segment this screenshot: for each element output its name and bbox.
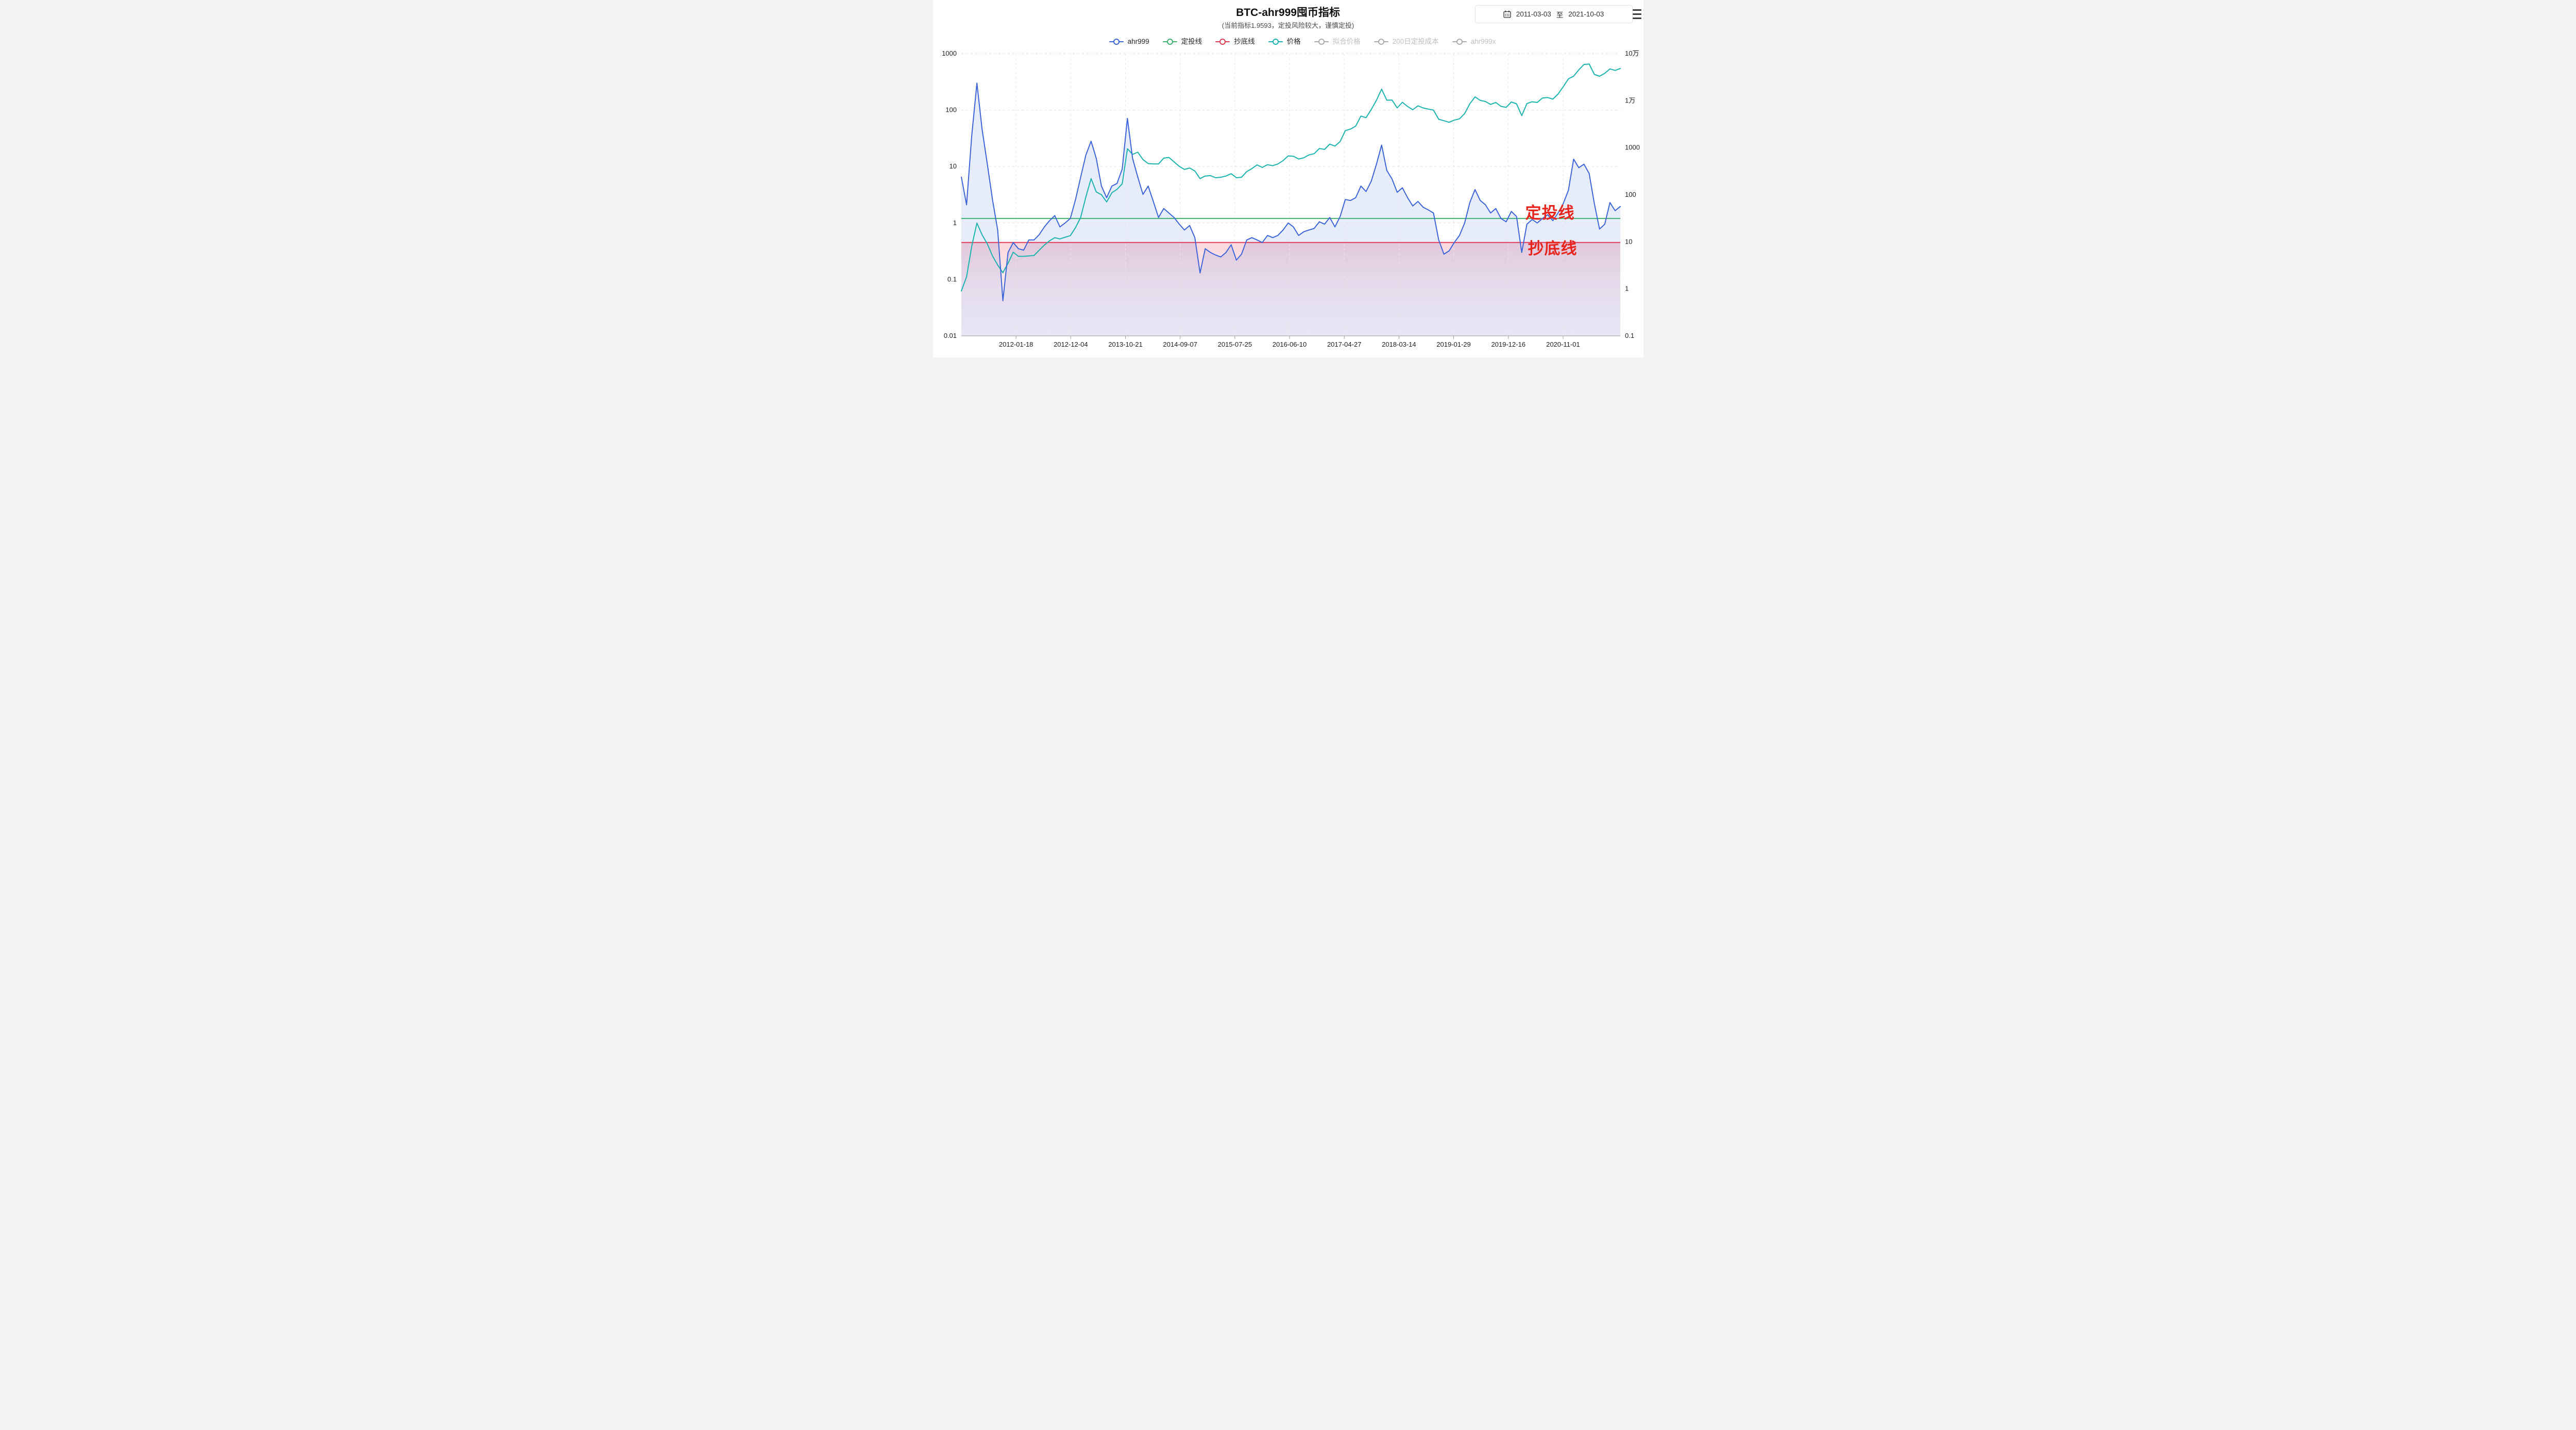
line-circle-marker-icon xyxy=(1374,38,1388,45)
calendar-icon xyxy=(1503,10,1511,18)
legend-item-ahr999[interactable]: ahr999 xyxy=(1109,38,1149,45)
chart-page: 1000 100 10 1 0.1 0.01 10万 1万 1000 100 10 1 0.1 2012-… xyxy=(933,0,1643,358)
svg-text:2019-12-16: 2019-12-16 xyxy=(1491,341,1526,348)
svg-text:10: 10 xyxy=(1625,237,1632,245)
menu-bar xyxy=(1632,9,1641,11)
legend-item-label: 定投线 xyxy=(1181,38,1202,46)
line-circle-marker-icon xyxy=(1109,38,1124,45)
legend-item-200day-dca-cost[interactable]: 200日定投成本 xyxy=(1374,38,1439,45)
svg-text:100: 100 xyxy=(1625,191,1636,198)
svg-text:2012-01-18: 2012-01-18 xyxy=(998,341,1033,348)
svg-text:2012-12-04: 2012-12-04 xyxy=(1054,341,1088,348)
legend-item-label: 抄底线 xyxy=(1234,38,1255,46)
price-line xyxy=(960,63,1621,292)
svg-text:1: 1 xyxy=(1625,285,1629,293)
svg-text:10: 10 xyxy=(949,162,956,170)
svg-text:10万: 10万 xyxy=(1625,49,1639,57)
start-date-value[interactable]: 2011-03-03 xyxy=(1516,10,1551,18)
svg-text:1: 1 xyxy=(953,219,956,227)
page-subtitle: (当前指标1.9593，定投风险较大，谨慎定投) xyxy=(1222,22,1354,29)
legend-item-price[interactable]: 价格 xyxy=(1268,38,1301,45)
svg-text:2014-09-07: 2014-09-07 xyxy=(1163,341,1197,348)
line-circle-marker-icon xyxy=(1452,38,1467,45)
svg-text:0.1: 0.1 xyxy=(1625,332,1634,339)
end-date-value[interactable]: 2021-10-03 xyxy=(1568,10,1604,18)
chart-canvas: 1000 100 10 1 0.1 0.01 10万 1万 1000 100 10 1 0.1 2012-… xyxy=(942,49,1640,348)
line-circle-marker-icon xyxy=(1268,38,1283,45)
svg-text:2015-07-25: 2015-07-25 xyxy=(1217,341,1252,348)
dca-line-annotation: 定投线 xyxy=(1525,204,1575,222)
below-bottom-line-zone xyxy=(961,242,1620,336)
menu-bar xyxy=(1632,13,1641,15)
legend-item-bottom-line[interactable]: 抄底线 xyxy=(1215,38,1255,45)
legend-item-dca-line[interactable]: 定投线 xyxy=(1162,38,1202,46)
legend-item-ahr999x[interactable]: ahr999x xyxy=(1452,38,1496,45)
legend-item-label: 价格 xyxy=(1286,38,1301,46)
date-range-picker[interactable]: 2011-03-03 至 2021-10-03 xyxy=(1475,5,1633,23)
bottom-fishing-line-annotation: 抄底线 xyxy=(1528,240,1578,258)
svg-text:1万: 1万 xyxy=(1625,96,1635,104)
legend-item-label: ahr999x xyxy=(1470,38,1496,46)
page-title: BTC-ahr999囤币指标 xyxy=(1236,7,1340,19)
legend-item-fitted-price[interactable]: 拟合价格 xyxy=(1314,38,1361,45)
line-circle-marker-icon xyxy=(1162,38,1177,45)
svg-text:100: 100 xyxy=(945,106,957,114)
ahr999-line xyxy=(960,82,1621,301)
chart-legend: ahr999 定投线 抄底线 价格 拟合价格 200日定投成本 ahr999x xyxy=(947,38,1643,45)
date-range-separator: 至 xyxy=(1556,11,1564,19)
menu-bar xyxy=(1632,18,1641,19)
legend-item-label: ahr999 xyxy=(1127,38,1149,46)
hamburger-menu-icon[interactable] xyxy=(1632,9,1641,19)
line-circle-marker-icon xyxy=(1314,38,1329,45)
legend-item-label: 拟合价格 xyxy=(1332,38,1361,46)
legend-item-label: 200日定投成本 xyxy=(1392,38,1439,46)
svg-text:0.01: 0.01 xyxy=(943,332,956,339)
svg-text:2019-01-29: 2019-01-29 xyxy=(1436,341,1471,348)
ahr999-area-fill xyxy=(961,83,1620,336)
svg-text:1000: 1000 xyxy=(1625,144,1640,151)
svg-text:0.1: 0.1 xyxy=(947,275,956,283)
line-circle-marker-icon xyxy=(1215,38,1230,45)
svg-text:2013-10-21: 2013-10-21 xyxy=(1108,341,1143,348)
svg-text:2020-11-01: 2020-11-01 xyxy=(1546,341,1580,348)
svg-text:2017-04-27: 2017-04-27 xyxy=(1327,341,1361,348)
svg-text:2018-03-14: 2018-03-14 xyxy=(1382,341,1416,348)
svg-text:2016-06-10: 2016-06-10 xyxy=(1272,341,1307,348)
svg-text:1000: 1000 xyxy=(942,49,957,57)
